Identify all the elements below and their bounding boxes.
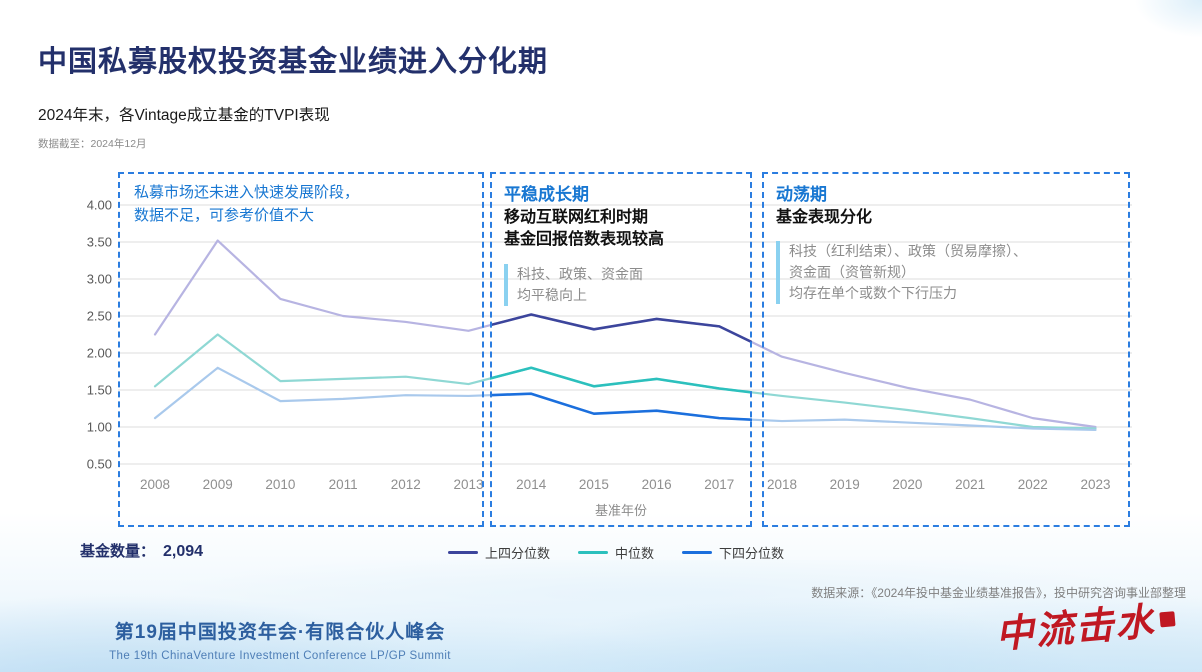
early-phase-note-line: 私募市场还未进入快速发展阶段， — [134, 184, 360, 201]
y-tick-label: 3.50 — [87, 235, 112, 250]
legend-item: 上四分位数 — [448, 543, 550, 562]
legend-item: 下四分位数 — [682, 543, 784, 562]
phase-box-growth: 平稳成长期 移动互联网红利时期 基金回报倍数表现较高 科技、政策、资金面 均平稳… — [490, 172, 752, 527]
y-tick-label: 0.50 — [87, 457, 112, 472]
conference-title-en: The 19th ChinaVenture Investment Confere… — [109, 650, 451, 662]
y-tick-label: 2.50 — [87, 309, 112, 324]
growth-phase-bold-line: 移动互联网红利时期 — [504, 209, 649, 226]
fund-count: 基金数量： 2,094 — [80, 540, 203, 561]
y-tick-label: 4.00 — [87, 198, 112, 213]
brand-seal-icon — [1159, 610, 1176, 628]
turbulent-phase-bold-line: 基金表现分化 — [776, 209, 873, 226]
y-tick-label: 2.00 — [87, 346, 112, 361]
turbulent-phase-note-line: 科技（红利结束）、政策（贸易摩擦）、 — [789, 243, 1027, 260]
legend-swatch — [682, 551, 713, 554]
early-phase-note-line: 数据不足，可参考价值不大 — [134, 206, 315, 224]
legend-swatch — [448, 551, 478, 554]
legend-item: 中位数 — [578, 543, 654, 562]
y-tick-label: 1.50 — [87, 383, 112, 398]
fund-count-label: 基金数量： — [80, 543, 156, 560]
brand-logo-text: 中流击水 — [993, 600, 1157, 657]
early-phase-note: 私募市场还未进入快速发展阶段， 数据不足，可参考价值不大 — [120, 174, 482, 227]
growth-phase-title: 平稳成长期 — [504, 185, 589, 204]
conference-footer: 第19届中国投资年会·有限合伙人峰会 The 19th ChinaVenture… — [70, 617, 490, 662]
decor-cloud-top-right — [1082, 0, 1202, 60]
legend-swatch — [578, 551, 609, 554]
growth-phase-bold-line: 基金回报倍数表现较高 — [504, 231, 665, 249]
growth-phase-note-line: 科技、政策、资金面 — [517, 265, 643, 282]
x-axis-title: 基准年份 — [594, 503, 647, 518]
growth-phase-note: 科技、政策、资金面 均平稳向上 — [504, 263, 750, 306]
growth-phase-note-line: 均平稳向上 — [517, 286, 587, 303]
legend-label: 中位数 — [615, 546, 655, 561]
legend-label: 上四分位数 — [485, 546, 551, 561]
y-tick-label: 3.00 — [87, 272, 112, 287]
page-title: 中国私募股权投资基金业绩进入分化期 — [38, 46, 549, 78]
fund-count-value: 2,094 — [163, 543, 204, 560]
turbulent-phase-note: 科技（红利结束）、政策（贸易摩擦）、 资金面（资管新规） 均存在单个或数个下行压… — [776, 241, 1128, 305]
phase-box-turbulent: 动荡期 基金表现分化 科技（红利结束）、政策（贸易摩擦）、 资金面（资管新规） … — [762, 172, 1130, 527]
turbulent-phase-title: 动荡期 — [776, 185, 827, 204]
y-tick-label: 1.00 — [87, 420, 112, 435]
turbulent-phase-note-line: 均存在单个或数个下行压力 — [789, 285, 957, 302]
conference-title-cn: 第19届中国投资年会·有限合伙人峰会 — [114, 622, 446, 643]
phase-box-early: 私募市场还未进入快速发展阶段， 数据不足，可参考价值不大 — [118, 172, 484, 527]
legend-label: 下四分位数 — [719, 546, 785, 561]
turbulent-phase-note-line: 资金面（资管新规） — [789, 264, 915, 281]
chart-legend: 上四分位数 中位数 下四分位数 — [448, 543, 784, 562]
chart-subtitle: 2024年末，各Vintage成立基金的TVPI表现 — [38, 107, 330, 124]
data-cutoff-note: 数据截至：2024年12月 — [38, 138, 147, 150]
